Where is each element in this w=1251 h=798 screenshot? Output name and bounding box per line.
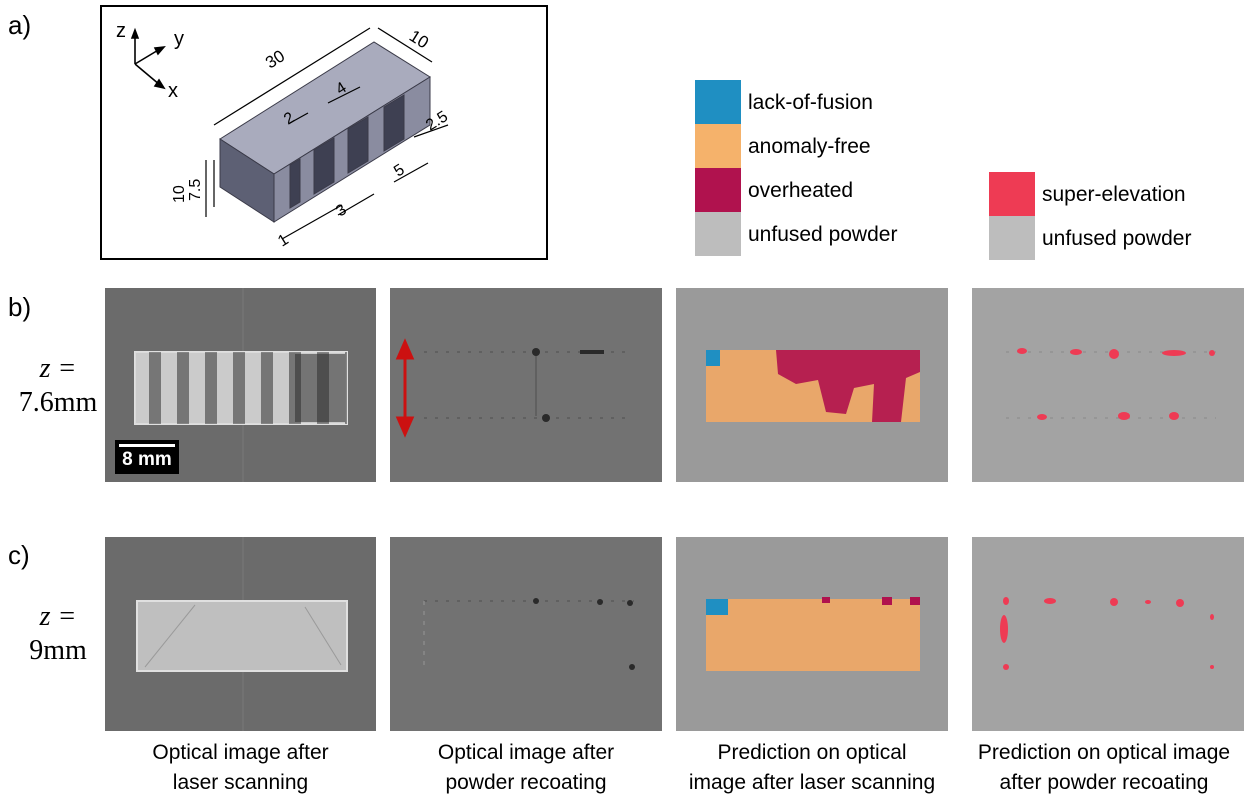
cad-drawing: z y x 30 10 2 4 [116, 20, 451, 250]
dim-height: 10 [171, 185, 188, 203]
scale-bar-line [119, 444, 175, 447]
legend-label-overheated: overheated [748, 179, 854, 202]
legend-label-unfused-powder: unfused powder [748, 223, 898, 246]
caption-recoat-line2: powder recoating [445, 771, 607, 794]
dim-foot: 5 [391, 161, 408, 180]
dim-inner-height: 7.5 [187, 179, 204, 201]
legend-swatch-anomaly-free [695, 124, 741, 168]
legend-swatch-super-elevation [989, 172, 1035, 216]
legend-label-super-elevation: super-elevation [1042, 183, 1186, 206]
caption-laser-scan-line2: laser scanning [172, 771, 309, 794]
image-c-laser-scan [105, 537, 376, 731]
panel-label-b: b) [8, 292, 32, 322]
panel-label-a: a) [8, 10, 32, 40]
scale-bar: 8 mm [115, 440, 179, 474]
caption-prediction-laser: Prediction on optical image after laser … [664, 738, 960, 798]
axis-y-label: y [174, 28, 184, 50]
cad-drawing-frame: z y x 30 10 2 4 [100, 5, 548, 260]
image-c-prediction-recoat [972, 537, 1244, 731]
axis-triad [130, 27, 166, 90]
legend-swatch-unfused-powder [695, 212, 741, 256]
legend-label-anomaly-free: anomaly-free [748, 135, 871, 158]
panel-label-c: c) [8, 540, 30, 570]
caption-laser-scan-line1: Optical image after [152, 741, 329, 764]
image-c-recoat [390, 537, 662, 731]
caption-prediction-recoat-line2: after powder recoating [999, 771, 1209, 794]
z-var-c: z = [39, 601, 77, 632]
image-b-laser-scan: 8 mm [105, 288, 376, 482]
legend-swatch-overheated [695, 168, 741, 212]
legend-swatch-lack-of-fusion [695, 80, 741, 124]
caption-prediction-recoat: Prediction on optical image after powder… [958, 738, 1250, 798]
image-b-recoat [390, 288, 662, 482]
caption-prediction-laser-line2: image after laser scanning [688, 771, 936, 794]
caption-recoat: Optical image after powder recoating [390, 738, 662, 798]
z-label-b: z = 7.6mm [12, 352, 104, 420]
legend-label-unfused-powder-2: unfused powder [1042, 227, 1192, 250]
image-b-prediction-recoat [972, 288, 1244, 482]
dimension-lines [205, 27, 449, 240]
caption-prediction-recoat-line1: Prediction on optical image [977, 741, 1231, 764]
dim-step: 1 [275, 231, 292, 250]
z-var-b: z = [39, 353, 77, 384]
legend-swatch-unfused-powder-2 [989, 216, 1035, 260]
z-value-b: 7.6mm [18, 387, 98, 418]
recoat-direction-arrow [395, 338, 415, 438]
z-label-c: z = 9mm [12, 600, 104, 668]
caption-laser-scan: Optical image after laser scanning [105, 738, 376, 798]
dim-gap: 3 [333, 201, 350, 220]
image-c-prediction-laser [676, 537, 948, 731]
cad-block [219, 41, 431, 223]
axis-x-label: x [168, 80, 178, 102]
legend-label-lack-of-fusion: lack-of-fusion [748, 91, 873, 114]
image-b-prediction-laser [676, 288, 948, 482]
scale-bar-label: 8 mm [122, 449, 172, 470]
z-value-c: 9mm [29, 635, 87, 666]
caption-prediction-laser-line1: Prediction on optical [717, 741, 907, 764]
axis-z-label: z [116, 20, 126, 42]
dim-length: 30 [262, 46, 288, 72]
caption-recoat-line1: Optical image after [437, 741, 615, 764]
